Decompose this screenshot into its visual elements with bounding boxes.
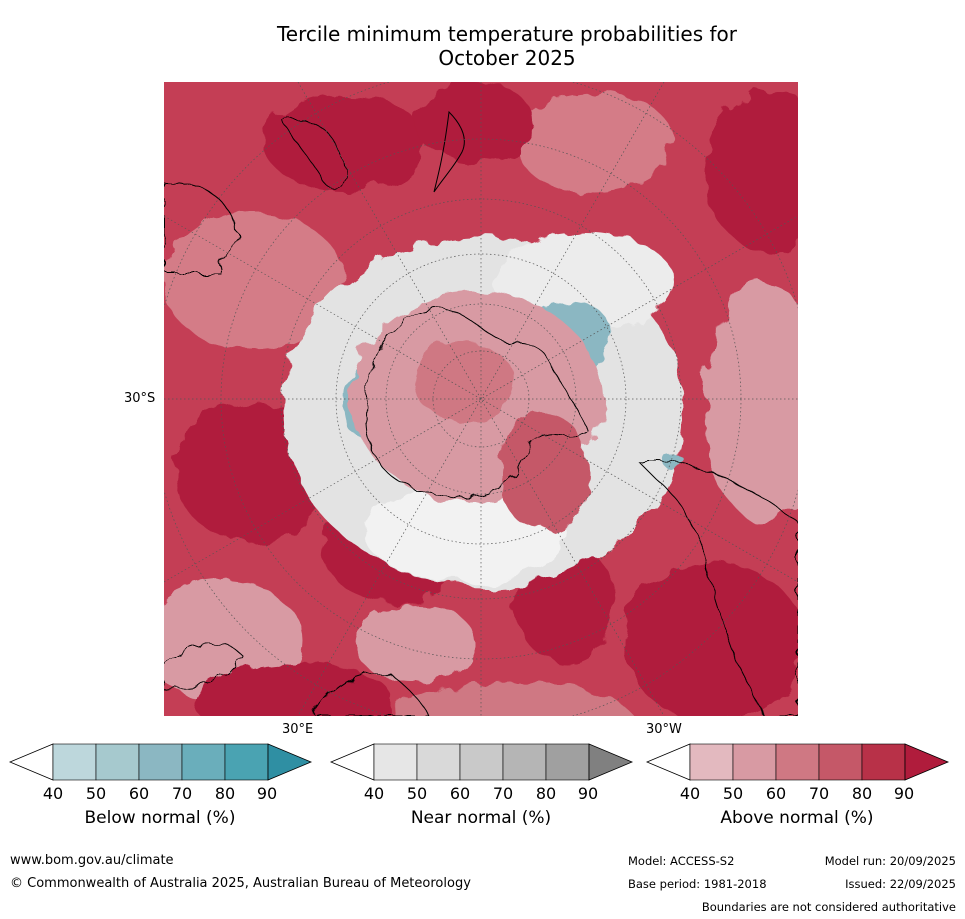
tick-label: 90	[256, 784, 278, 803]
disclaimer-text: Boundaries are not considered authoritat…	[701, 900, 956, 914]
lon-label-30w: 30°W	[646, 722, 682, 737]
colorbar-segment	[545, 743, 590, 781]
probability-contours	[164, 82, 798, 716]
base-period-text: Base period: 1981-2018	[628, 877, 767, 891]
australia-east-outline	[283, 118, 346, 191]
colorbar-max-extend	[588, 743, 634, 781]
tick-label: 90	[577, 784, 599, 803]
tick-label: 80	[851, 784, 873, 803]
colorbar-near-svg	[329, 743, 634, 781]
colorbar-above-normal	[645, 743, 950, 781]
africa-outline	[313, 673, 430, 716]
lat-label-30s: 30°S	[124, 391, 156, 406]
colorbar-min-extend	[645, 743, 691, 781]
antarctica-outline	[365, 308, 590, 499]
colorbar-max-extend	[267, 743, 313, 781]
tick-label: 70	[492, 784, 514, 803]
title-line-1: Tercile minimum temperature probabilitie…	[276, 22, 738, 46]
colorbar-segment	[416, 743, 461, 781]
colorbar-segment	[818, 743, 863, 781]
tick-label: 60	[449, 784, 471, 803]
australia-outline	[164, 181, 236, 273]
tick-label: 40	[42, 784, 64, 803]
colorbar-segment	[459, 743, 504, 781]
colorbar-below-label: Below normal (%)	[84, 808, 236, 828]
tick-label: 50	[722, 784, 744, 803]
tick-label: 80	[535, 784, 557, 803]
colorbar-near-normal	[329, 743, 634, 781]
colorbar-segment	[689, 743, 734, 781]
south-america-outline	[638, 459, 798, 716]
tick-label: 50	[85, 784, 107, 803]
model-run-text: Model run: 20/09/2025	[824, 854, 956, 868]
tick-label: 40	[363, 784, 385, 803]
lon-label-30e: 30°E	[282, 722, 314, 737]
colorbar-min-extend	[329, 743, 375, 781]
colorbar-near-label: Near normal (%)	[410, 808, 552, 828]
colorbar-segment	[52, 743, 97, 781]
madagascar-outline	[164, 642, 240, 691]
tick-label: 60	[128, 784, 150, 803]
colorbar-below-normal	[8, 743, 313, 781]
colorbar-below-svg	[8, 743, 313, 781]
colorbar-above-label: Above normal (%)	[720, 808, 874, 828]
issued-text: Issued: 22/09/2025	[845, 877, 956, 891]
new-zealand-outline	[433, 110, 465, 193]
map-canvas	[164, 82, 798, 716]
colorbar-segment	[138, 743, 183, 781]
model-text: Model: ACCESS-S2	[628, 854, 735, 868]
tick-label: 80	[214, 784, 236, 803]
colorbar-min-extend	[8, 743, 54, 781]
colorbar-segment	[732, 743, 777, 781]
colorbar-segment	[502, 743, 547, 781]
probability-map[interactable]	[164, 82, 798, 716]
copyright-text: © Commonwealth of Australia 2025, Austra…	[10, 876, 471, 891]
map-title: Tercile minimum temperature probabilitie…	[160, 22, 854, 70]
colorbar-max-extend	[904, 743, 950, 781]
tick-label: 60	[765, 784, 787, 803]
colorbar-segment	[95, 743, 140, 781]
colorbar-segment	[181, 743, 226, 781]
colorbar-segment	[224, 743, 269, 781]
colorbar-above-svg	[645, 743, 950, 781]
title-line-2: October 2025	[438, 46, 576, 70]
graticule	[164, 82, 798, 716]
tick-label: 90	[893, 784, 915, 803]
colorbar-segment	[861, 743, 906, 781]
tick-label: 70	[171, 784, 193, 803]
colorbar-segment	[373, 743, 418, 781]
tick-label: 70	[808, 784, 830, 803]
website-link[interactable]: www.bom.gov.au/climate	[10, 853, 174, 868]
tick-label: 40	[679, 784, 701, 803]
tick-label: 50	[406, 784, 428, 803]
colorbar-segment	[775, 743, 820, 781]
